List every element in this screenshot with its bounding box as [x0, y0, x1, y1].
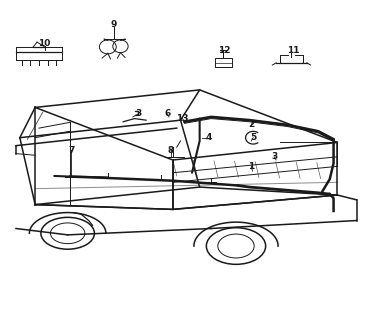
Text: 9: 9: [110, 20, 117, 29]
Bar: [215, 58, 232, 67]
Text: 3: 3: [135, 109, 142, 118]
Text: 7: 7: [68, 146, 74, 155]
Text: 10: 10: [38, 39, 51, 48]
Text: 2: 2: [248, 120, 255, 130]
Text: 11: 11: [287, 45, 300, 55]
Text: 4: 4: [206, 133, 212, 142]
Text: 5: 5: [250, 133, 257, 142]
Text: 12: 12: [218, 45, 231, 55]
Text: 8: 8: [168, 146, 174, 155]
Text: 1: 1: [248, 162, 255, 171]
Text: 13: 13: [176, 114, 189, 123]
Text: 6: 6: [164, 109, 170, 118]
Text: 3: 3: [271, 152, 277, 161]
